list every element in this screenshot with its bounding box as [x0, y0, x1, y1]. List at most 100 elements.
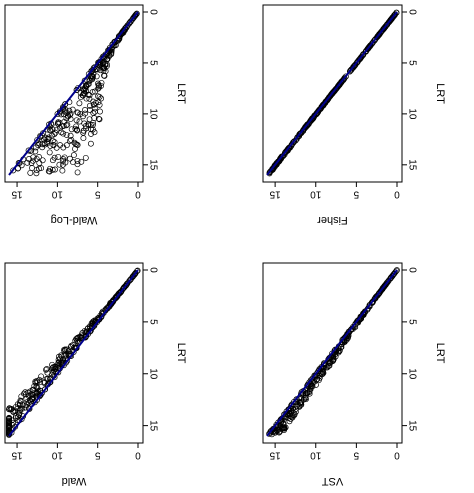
panel-top-right: 0 5 10 15 LRT 0 5 10 15 Fisher	[262, 4, 446, 226]
data-point	[16, 411, 22, 418]
data-point	[90, 70, 97, 77]
data-point	[24, 389, 31, 396]
data-point	[122, 283, 129, 290]
data-point	[391, 12, 398, 19]
data-point	[62, 346, 68, 353]
y-tick-label: 15	[11, 189, 23, 200]
x-tick-label: 5	[407, 60, 418, 66]
data-point	[73, 141, 80, 148]
data-point	[29, 392, 36, 398]
data-point	[75, 338, 82, 345]
data-point	[95, 93, 102, 100]
data-point	[132, 270, 139, 277]
data-point	[58, 111, 65, 118]
data-point	[91, 108, 98, 115]
data-point	[90, 101, 97, 108]
data-point	[63, 346, 70, 353]
data-point	[357, 54, 364, 61]
data-point	[97, 108, 103, 115]
y-tick-label: 0	[394, 189, 400, 200]
data-point	[122, 25, 129, 32]
x-tick-label: 15	[407, 159, 418, 171]
data-point	[25, 147, 32, 154]
data-point	[61, 154, 68, 161]
data-point	[342, 73, 349, 80]
data-points	[10, 10, 140, 177]
data-point	[49, 166, 56, 173]
data-point	[36, 165, 42, 172]
data-point	[365, 44, 372, 51]
data-point	[47, 127, 54, 134]
data-point	[74, 127, 81, 134]
y-tick-label: 0	[135, 189, 141, 200]
data-point	[72, 125, 79, 132]
data-point	[36, 154, 42, 160]
y-tick-label: 15	[269, 450, 281, 461]
data-point	[349, 65, 356, 72]
data-point	[381, 282, 388, 289]
data-point	[6, 415, 12, 422]
y-axis-label: VST	[322, 475, 344, 487]
data-point	[126, 277, 133, 284]
data-point	[92, 88, 98, 95]
data-point	[74, 109, 81, 116]
data-point	[33, 170, 40, 177]
y-axis-label: Wald	[62, 475, 87, 487]
y-tick-label: 10	[310, 450, 322, 461]
data-point	[330, 89, 337, 95]
data-point	[63, 122, 70, 129]
data-point	[359, 52, 366, 59]
data-point	[281, 424, 288, 431]
data-point	[10, 409, 17, 415]
data-point	[364, 45, 371, 52]
y-axis-label: Wald-Log	[51, 214, 98, 226]
x-tick-label: 5	[148, 319, 159, 325]
data-point	[58, 123, 65, 130]
data-point	[319, 368, 326, 375]
data-point	[29, 165, 35, 171]
x-tick-label: 0	[148, 267, 159, 273]
data-point	[133, 10, 140, 17]
data-point	[61, 346, 67, 353]
data-point	[298, 129, 305, 136]
data-point	[298, 399, 305, 406]
data-point	[96, 101, 103, 108]
data-point	[32, 148, 39, 155]
data-point	[352, 321, 359, 327]
data-point	[271, 163, 278, 169]
data-points	[266, 9, 400, 177]
y-tick-label: 10	[310, 189, 322, 200]
data-point	[27, 169, 34, 176]
data-point	[83, 95, 90, 102]
data-point	[17, 397, 24, 404]
data-point	[285, 145, 292, 152]
panel-frame	[262, 4, 403, 183]
data-point	[337, 80, 344, 87]
data-point	[36, 160, 43, 166]
data-point	[266, 169, 273, 176]
data-point	[89, 67, 96, 73]
data-point	[86, 102, 93, 109]
data-point	[51, 139, 58, 146]
data-point	[8, 405, 15, 412]
data-point	[74, 169, 81, 176]
data-point	[68, 126, 75, 133]
data-point	[89, 126, 96, 133]
y-tick-label: 15	[269, 189, 281, 200]
x-tick-label: 0	[148, 9, 159, 15]
data-point	[21, 390, 27, 397]
data-point	[376, 289, 383, 296]
x-tick-label: 15	[148, 159, 159, 171]
x-axis-label: LRT	[434, 83, 446, 104]
data-point	[332, 87, 339, 93]
data-point	[24, 159, 31, 166]
data-point	[43, 366, 50, 372]
data-point	[80, 86, 87, 93]
data-point	[55, 353, 62, 360]
data-point	[296, 131, 303, 138]
data-point	[132, 12, 139, 19]
data-point	[26, 156, 32, 162]
data-point	[74, 157, 81, 164]
data-point	[78, 158, 85, 165]
